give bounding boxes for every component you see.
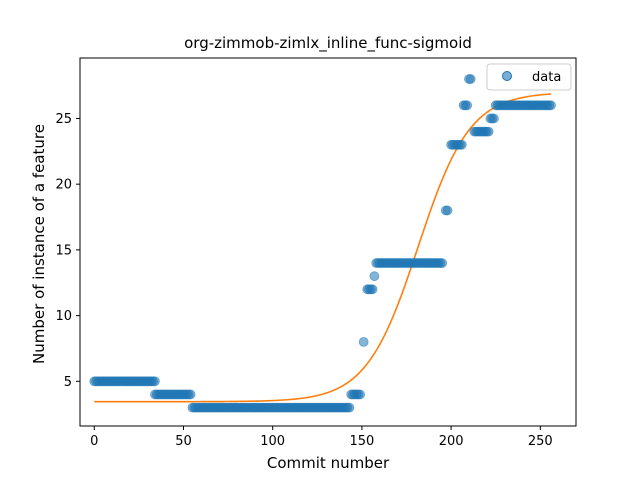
fit-layer	[94, 93, 552, 403]
data-point	[369, 271, 380, 282]
legend-label: data	[532, 70, 561, 85]
y-tick-label: 5	[64, 375, 72, 390]
data-point	[462, 100, 473, 111]
y-tick-label: 20	[55, 178, 72, 193]
x-tick-label: 50	[175, 434, 192, 449]
legend-marker	[502, 71, 512, 81]
x-tick-label: 200	[439, 434, 464, 449]
x-axis-label: Commit number	[267, 454, 390, 472]
sigmoid-fit-line	[94, 93, 552, 403]
plot-area	[79, 57, 577, 427]
y-axis-label: Number of instance of a feature	[30, 124, 48, 364]
y-tick-label: 25	[55, 112, 72, 127]
legend: data	[486, 63, 572, 91]
data-point	[465, 74, 476, 84]
x-tick-label: 0	[90, 434, 98, 449]
data-point	[489, 113, 499, 124]
data-point	[546, 100, 556, 111]
x-tick-label: 150	[349, 434, 374, 449]
x-axis-ticks: 0 50 100 150 200 250	[90, 426, 553, 449]
y-axis-ticks: 5 10 15 20 25	[55, 112, 80, 390]
data-point	[358, 336, 369, 347]
data-point	[442, 205, 453, 216]
data-point	[437, 258, 448, 268]
x-tick-label: 250	[528, 434, 553, 449]
points-layer	[89, 74, 556, 413]
data-point	[483, 126, 494, 137]
data-point	[355, 389, 366, 400]
data-point	[344, 402, 355, 413]
data-point	[185, 389, 196, 400]
data-point	[367, 284, 378, 295]
x-tick-label: 100	[260, 434, 285, 449]
y-tick-label: 15	[55, 243, 72, 258]
y-tick-label: 10	[55, 309, 72, 324]
data-point	[456, 139, 467, 150]
legend-box	[486, 63, 572, 91]
data-point	[150, 376, 160, 387]
axes-frame	[79, 57, 577, 427]
chart-title: org-zimmob-zimlx_inline_func-sigmoid	[184, 34, 472, 53]
